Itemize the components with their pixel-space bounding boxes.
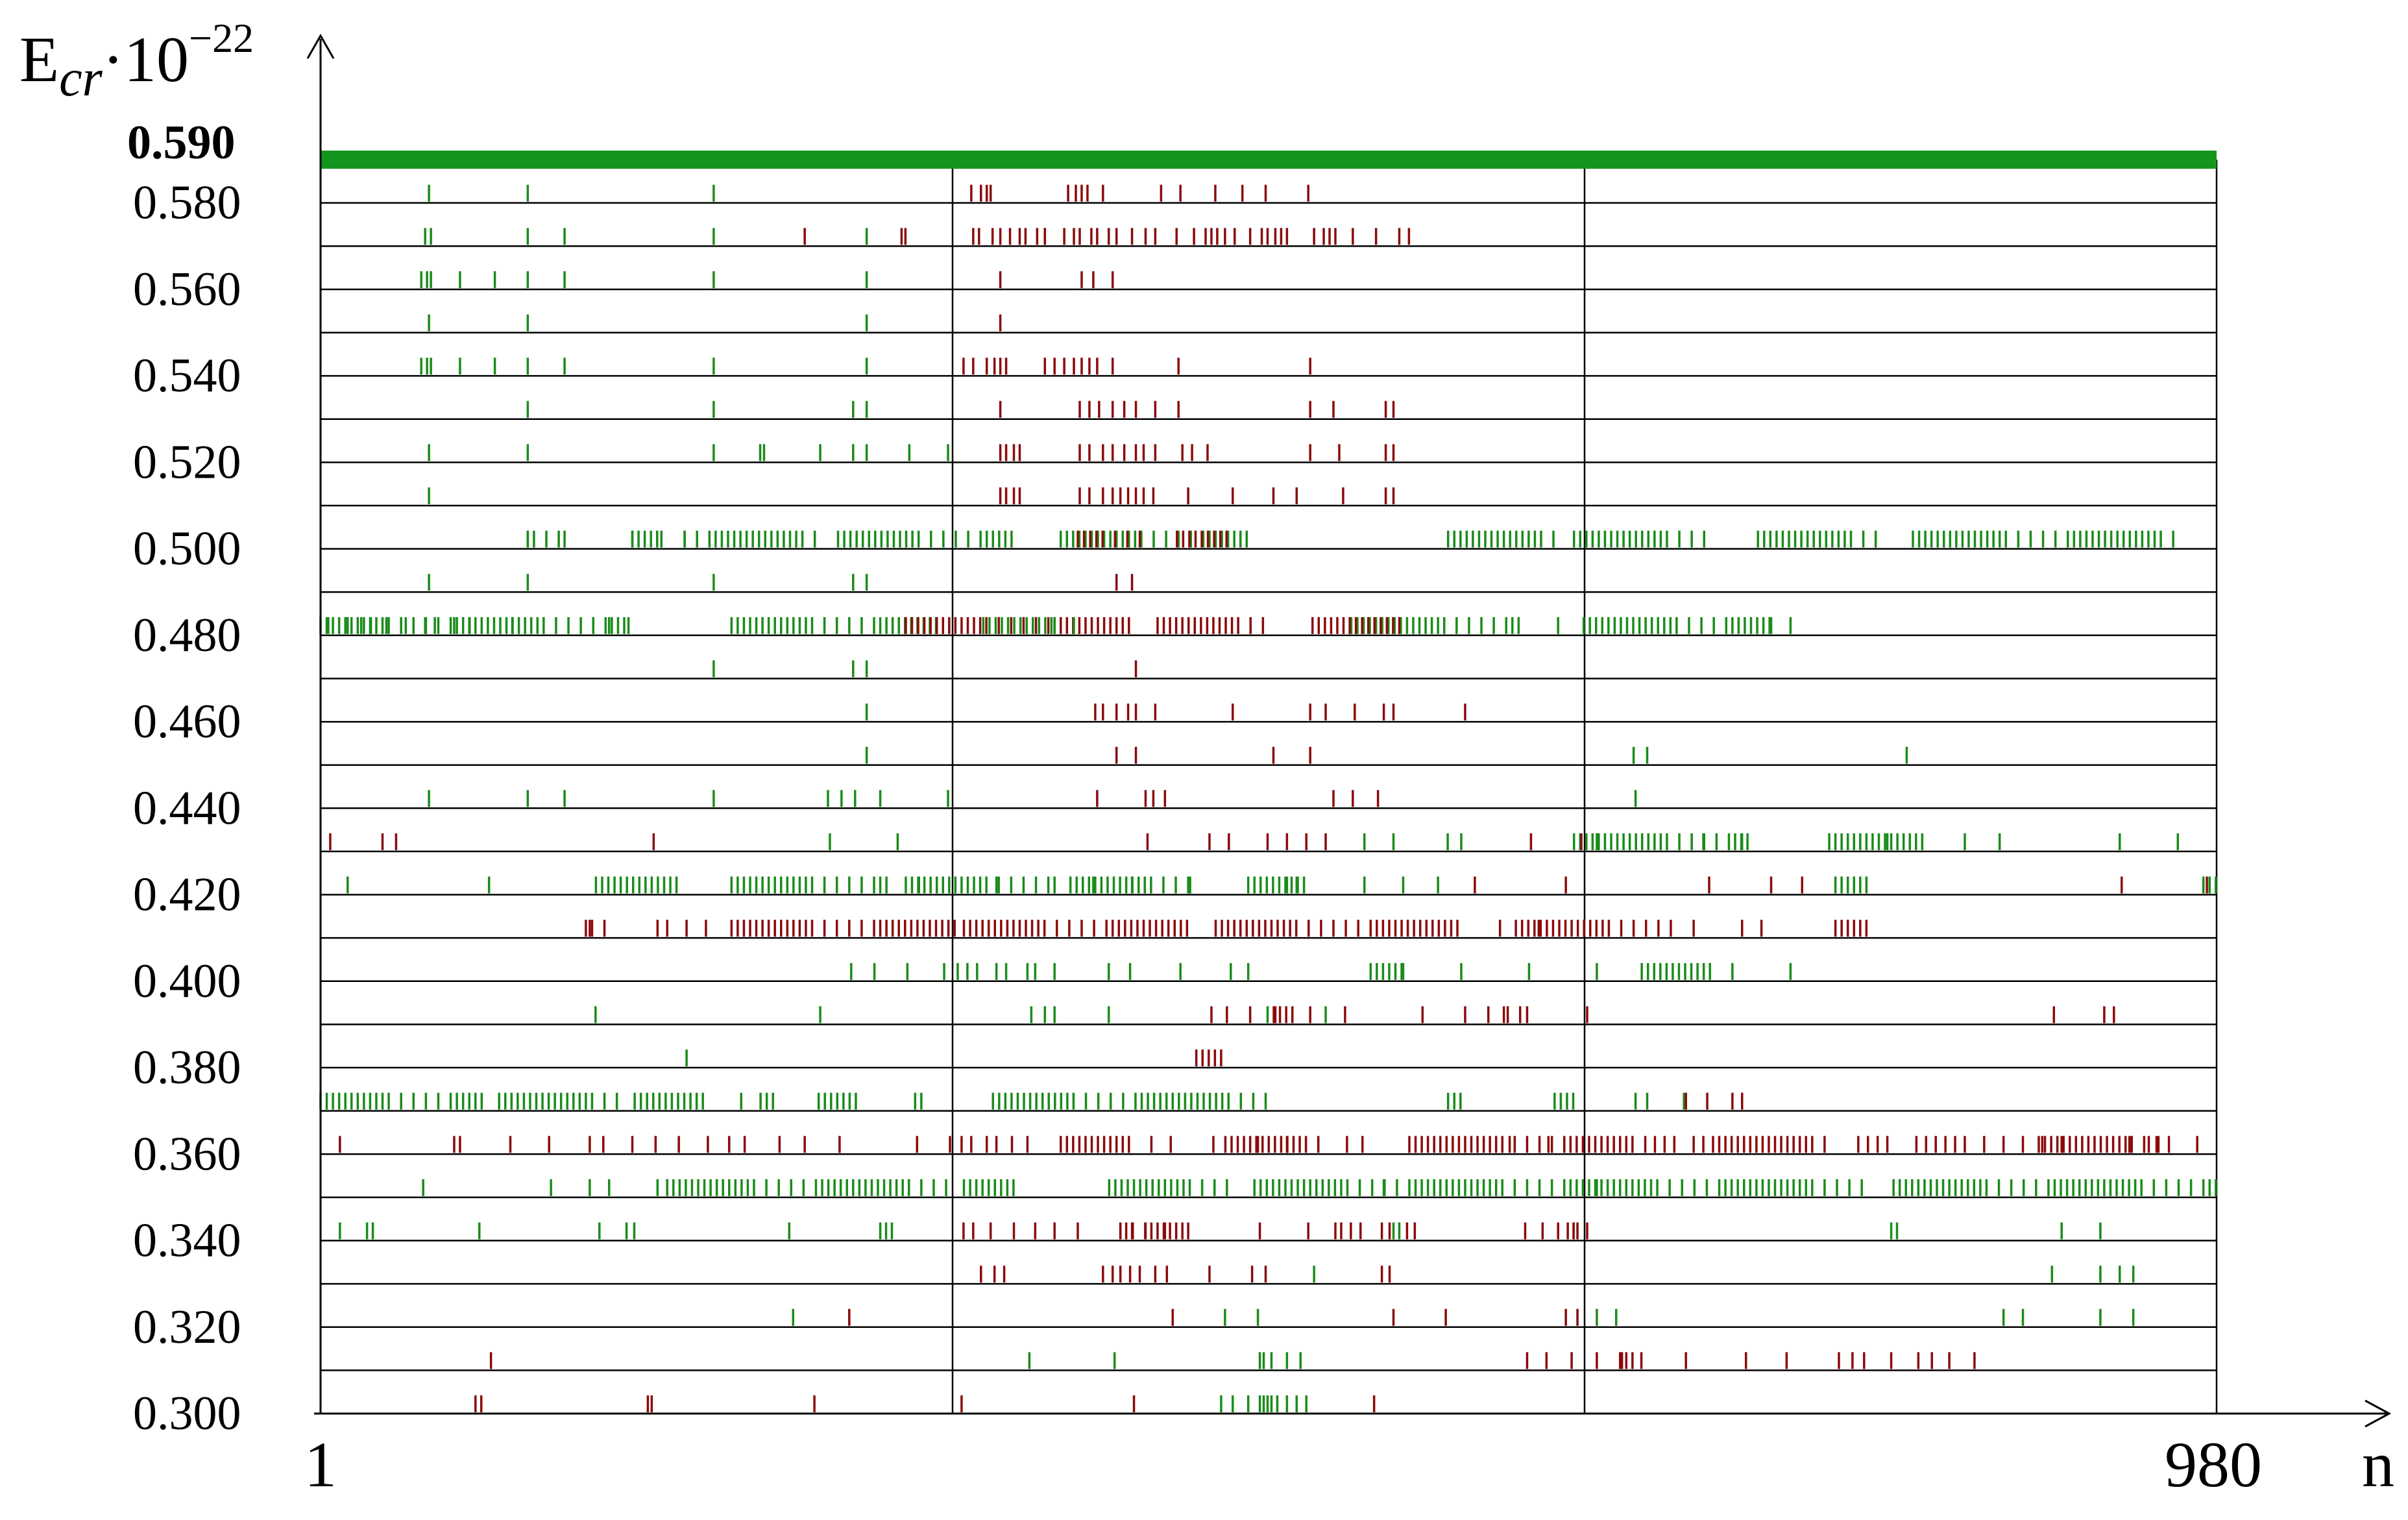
y-axis-label-multiplier: ·10 [103,23,189,95]
y-tick-label: 0.580 [133,177,241,230]
x-tick-labels: 1 980 [304,1428,2262,1501]
x-tick-label: 1 [304,1428,337,1501]
y-tick-label: 0.380 [133,1041,241,1094]
axes [306,33,2392,1428]
y-tick-label: 0.300 [133,1387,241,1440]
y-tick-label: 0.520 [133,435,241,489]
chart-marks [319,151,2217,1412]
y-tick-label: 0.540 [133,349,241,402]
y-tick-label: 0.560 [133,263,241,316]
y-tick-label: 0.480 [133,609,241,662]
y-tick-label: 0.400 [133,955,241,1008]
y-tick-label: 0.440 [133,781,241,835]
y-tick-label: 0.340 [133,1214,241,1268]
y-tick-label: 0.500 [133,522,241,576]
y-tick-labels: 0.300 0.320 0.340 0.360 0.380 0.400 0.420 0.440… [127,116,241,1440]
y-axis-label-base: E [19,23,59,95]
x-tick-label: 980 [2165,1428,2262,1501]
svg-text:Ecr·10−22: Ecr·10−22 [19,15,254,107]
y-axis-label-exponent: −22 [189,15,254,61]
y-tick-label: 0.590 [127,116,236,169]
y-axis-label: Ecr·10−22 [19,15,254,107]
x-axis-arrow [2365,1399,2392,1428]
y-tick-label: 0.420 [133,868,241,922]
y-tick-label: 0.320 [133,1301,241,1354]
y-axis-arrow [306,33,335,59]
y-tick-label: 0.460 [133,695,241,748]
gridlines [321,160,2218,1415]
y-axis-label-subscript: cr [59,50,103,107]
top-band [321,151,2217,169]
y-tick-label: 0.360 [133,1127,241,1181]
x-axis-label: n [2362,1428,2394,1501]
